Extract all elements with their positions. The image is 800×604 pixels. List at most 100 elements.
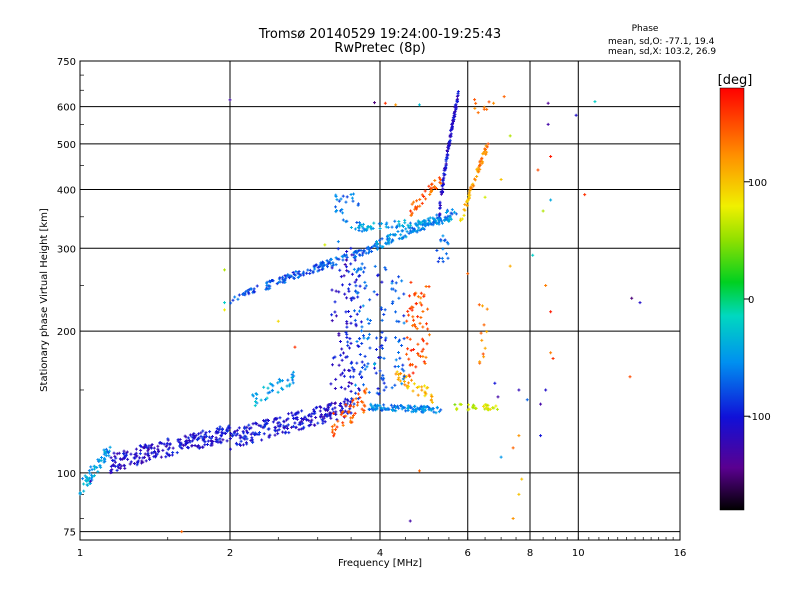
echo-point [438,200,442,204]
echo-point [330,401,334,405]
echo-point [125,453,129,457]
echo-point [86,483,90,487]
echo-point [339,197,343,201]
echo-point [350,272,354,276]
echo-point [122,456,126,460]
echo-point [237,293,241,297]
echo-point [385,237,389,241]
echo-point [349,314,353,318]
echo-point [354,324,358,328]
echo-point [450,125,454,129]
echo-point [482,150,486,154]
echo-point [482,355,486,359]
x-axis-ticks: 1 2 4 6 8 10 16 [77,537,686,559]
echo-point [220,431,224,435]
echo-point [362,403,366,407]
echo-point [147,453,151,457]
echo-point [397,222,401,226]
echo-point [391,238,395,242]
echo-point [330,319,334,323]
echo-point [551,356,555,360]
echo-point [251,393,255,397]
echo-point [339,385,343,389]
echo-point [141,446,145,450]
echo-point [330,288,334,292]
echo-point [381,346,385,350]
echo-point [251,422,255,426]
echo-point [407,373,411,377]
echo-point [334,256,338,260]
echo-point [90,468,94,472]
echo-point [403,218,407,222]
echo-point [157,449,161,453]
echo-point [351,296,355,300]
echo-point [427,333,431,337]
echo-point [311,271,315,275]
echo-point [378,238,382,242]
echo-point [263,398,267,402]
echo-point [424,219,428,223]
echo-point [201,436,205,440]
echo-point [266,427,270,431]
echo-point [96,458,100,462]
echo-point [414,302,418,306]
echo-point [302,425,306,429]
echo-point [290,373,294,377]
echo-point [242,431,246,435]
echo-point [341,218,345,222]
echo-point [358,253,362,257]
echo-point [508,134,512,138]
echo-point [345,335,349,339]
echo-point [536,168,540,172]
echo-point [292,276,296,280]
echo-point [478,167,482,171]
echo-point [408,337,412,341]
echo-point [102,448,106,452]
echo-point [264,421,268,425]
echo-point [81,477,85,481]
echo-point [372,407,376,411]
colorbar-tick-label: 100 [748,178,767,189]
echo-point [465,203,469,207]
echo-point [96,470,100,474]
echo-point [266,391,270,395]
echo-point [210,435,214,439]
echo-point [467,407,471,411]
echo-point [299,422,303,426]
echo-point [345,195,349,199]
echo-point [437,256,441,260]
echo-point [360,375,364,379]
echo-point [330,266,334,270]
echo-point [245,429,249,433]
echo-point [466,198,470,202]
echo-point [375,403,379,407]
echo-point [190,435,194,439]
echo-point [422,360,426,364]
echo-point [332,434,336,438]
echo-point [409,209,413,213]
echo-point [161,448,165,452]
echo-point [345,219,349,223]
echo-point [343,292,347,296]
echo-point [468,193,472,197]
echo-point [335,425,339,429]
echo-point [294,273,298,277]
echo-point [441,260,445,264]
echo-point [293,421,297,425]
echo-point [345,325,349,329]
echo-point [341,423,345,427]
echo-point [366,225,370,229]
echo-point [318,409,322,413]
echo-point [408,363,412,367]
echo-point [284,430,288,434]
echo-point [411,226,415,230]
echo-point [480,157,484,161]
echo-point [110,468,114,472]
echo-point [483,403,487,407]
echo-point [486,142,490,146]
echo-point [450,208,454,212]
echo-point [415,327,419,331]
echo-point [393,383,397,387]
echo-point [320,415,324,419]
